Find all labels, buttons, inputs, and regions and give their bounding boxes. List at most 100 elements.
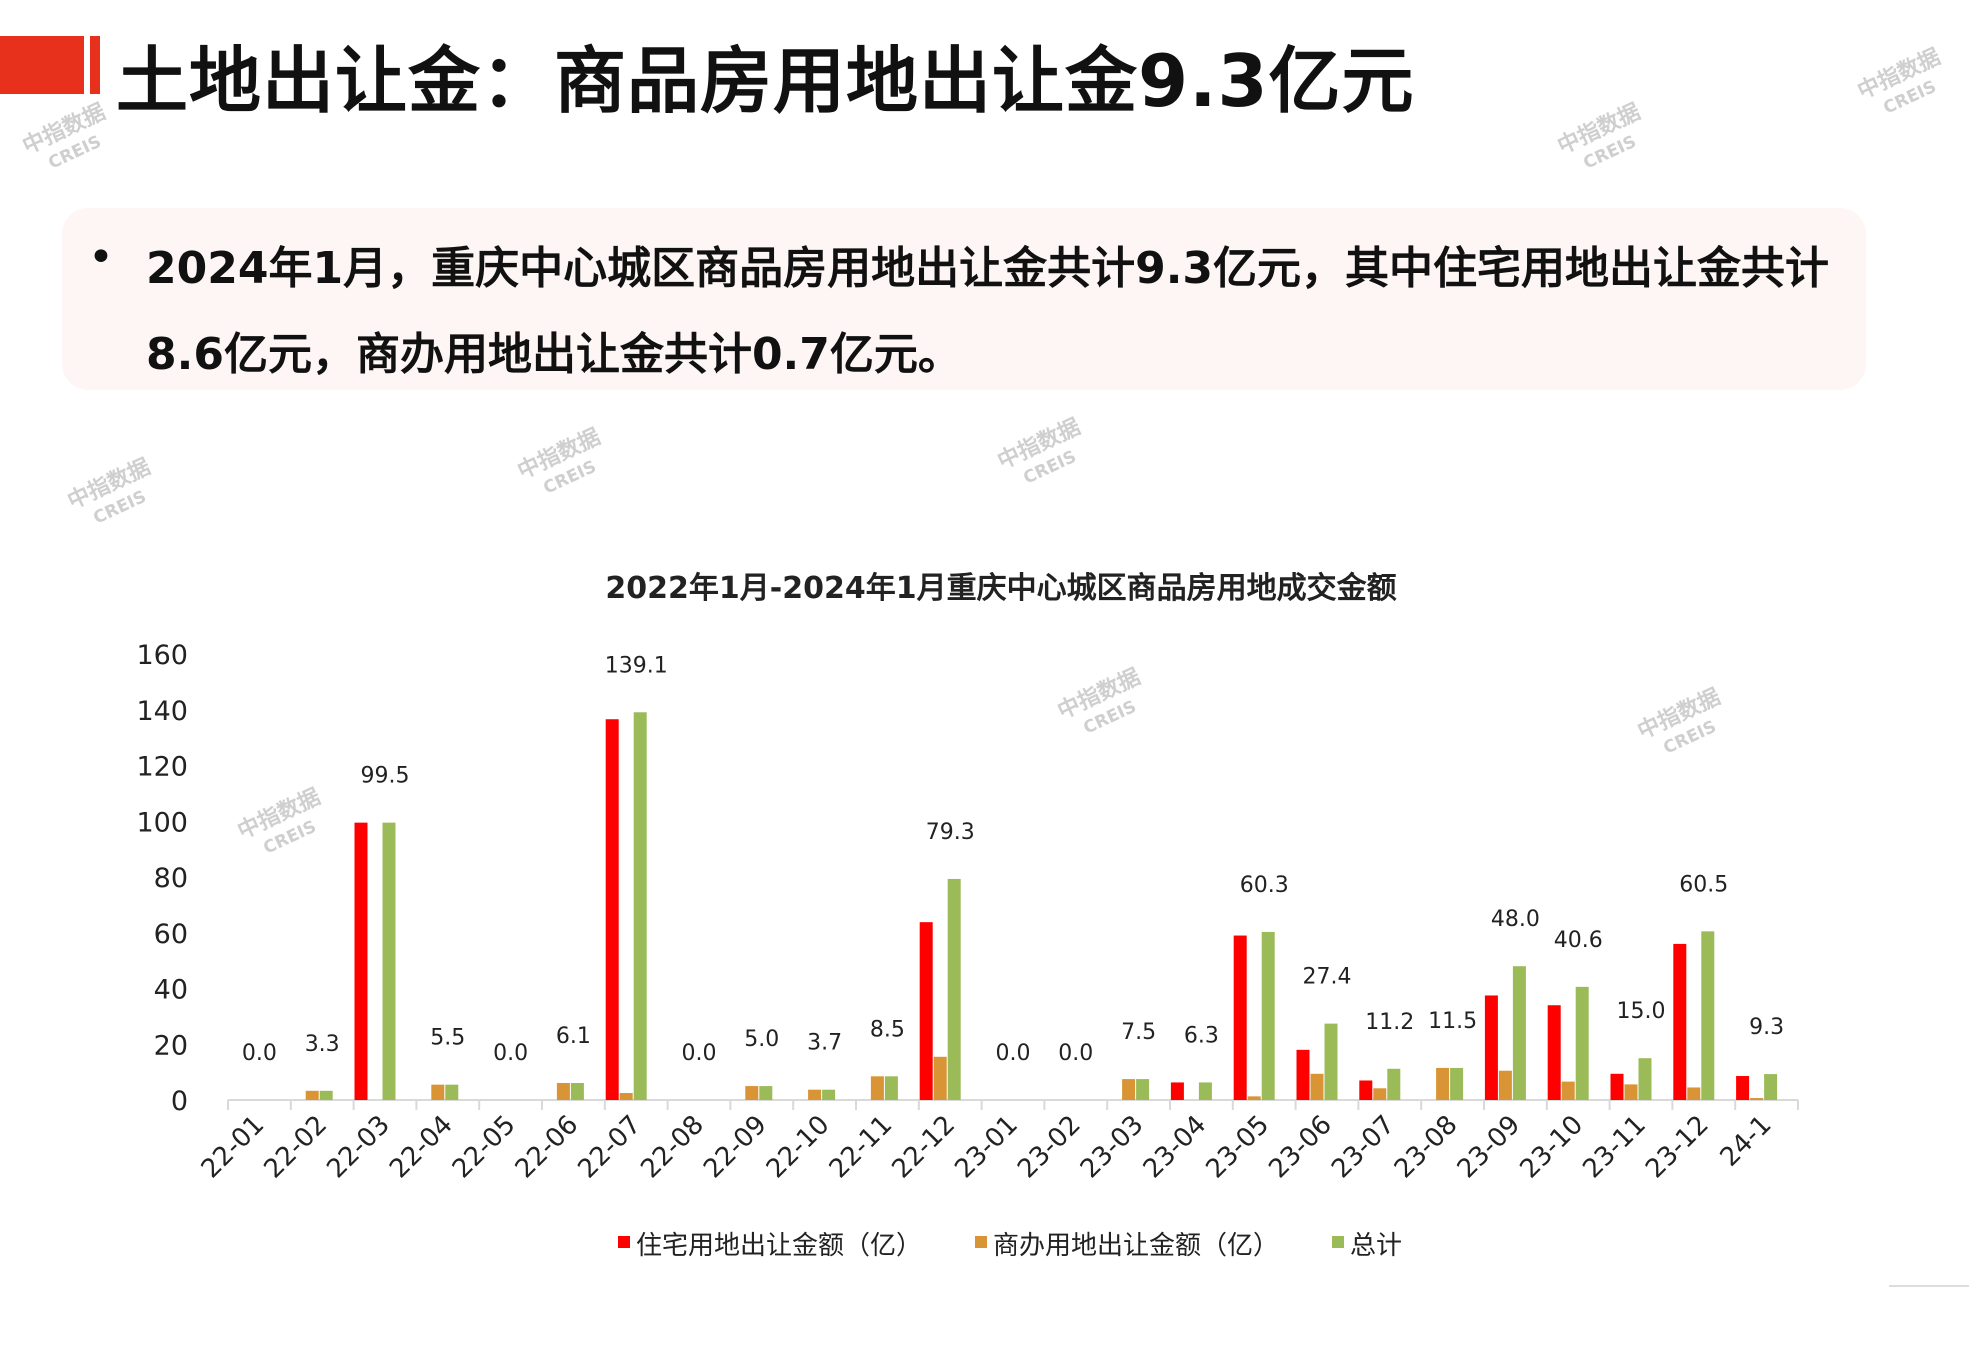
data-label: 6.1 [556,1024,591,1049]
bar-total [382,822,396,1100]
x-tick-label: 22-09 [698,1110,773,1185]
legend-label: 商办用地出让金额（亿） [993,1231,1279,1261]
bar-commercial [1310,1073,1324,1100]
summary-text: 2024年1月，重庆中心城区商品房用地出让金共计9.3亿元，其中住宅用地出让金共… [146,243,1830,380]
data-label: 40.6 [1554,928,1603,953]
bar-residential [1170,1082,1184,1100]
data-label: 0.0 [682,1041,717,1066]
y-tick-label: 20 [154,1030,188,1061]
legend-swatch [1332,1236,1344,1248]
bar-residential [1359,1080,1373,1100]
x-tick-label: 23-10 [1515,1110,1590,1185]
y-tick-label: 140 [136,696,188,727]
data-label: 0.0 [996,1041,1031,1066]
x-tick-label: 23-03 [1075,1110,1150,1185]
y-tick-label: 40 [154,975,188,1006]
x-tick-label: 22-08 [635,1110,710,1185]
y-tick-label: 160 [136,640,188,671]
x-tick-label: 23-12 [1640,1110,1715,1185]
x-tick-label: 23-04 [1138,1110,1213,1185]
data-label: 3.7 [807,1031,842,1056]
x-tick-label: 22-02 [259,1110,334,1185]
x-tick-label: 22-12 [887,1110,962,1185]
bar-commercial [1373,1088,1387,1100]
data-label: 5.0 [744,1027,779,1052]
x-tick-label: 22-11 [824,1110,899,1185]
data-label: 0.0 [242,1041,277,1066]
bar-commercial [870,1076,884,1100]
data-label: 60.5 [1679,872,1728,897]
bar-total [947,878,961,1100]
bar-commercial [1687,1087,1701,1100]
bar-residential [1736,1076,1750,1100]
data-label: 99.5 [361,764,410,789]
bar-residential [919,922,933,1100]
bar-residential [354,822,368,1100]
y-tick-label: 60 [154,919,188,950]
x-tick-label: 22-06 [510,1110,585,1185]
bar-commercial [619,1093,633,1100]
bar-commercial [305,1090,319,1100]
x-tick-label: 22-03 [321,1110,396,1185]
data-label: 0.0 [493,1041,528,1066]
bar-commercial [1247,1096,1261,1100]
x-tick-label: 23-05 [1201,1110,1276,1185]
bar-commercial [1750,1098,1764,1100]
bar-total [445,1084,459,1100]
bar-total [759,1086,773,1100]
bar-commercial [1561,1081,1575,1100]
bar-commercial [1624,1084,1638,1100]
x-tick-label: 23-09 [1452,1110,1527,1185]
bar-total [1324,1023,1338,1100]
x-tick-label: 22-04 [384,1110,459,1185]
bar-total [1198,1082,1212,1100]
x-tick-label: 22-05 [447,1110,522,1185]
bar-total [1387,1068,1401,1100]
data-label: 15.0 [1617,999,1666,1024]
page-title: 土地出让金：商品房用地出让金9.3亿元 [116,39,1415,123]
legend-label: 总计 [1350,1231,1402,1261]
bar-commercial [1436,1067,1450,1100]
x-tick-label: 22-10 [761,1110,836,1185]
chart-title: 2022年1月-2024年1月重庆中心城区商品房用地成交金额 [605,571,1396,606]
data-label: 27.4 [1303,965,1352,990]
bar-total [1136,1079,1150,1100]
y-tick-label: 80 [154,863,188,894]
y-tick-label: 0 [171,1086,188,1117]
data-label: 139.1 [605,653,668,678]
data-label: 6.3 [1184,1023,1219,1048]
bar-total [1261,931,1275,1100]
bar-total [884,1076,898,1100]
y-tick-label: 120 [136,752,188,783]
x-tick-label: 23-11 [1577,1110,1652,1185]
y-tick-label: 100 [136,807,188,838]
bar-total [822,1089,836,1100]
bar-total [570,1082,584,1100]
x-tick-label: 24-1 [1715,1110,1778,1173]
x-tick-label: 23-07 [1326,1110,1401,1185]
bar-total [1638,1058,1652,1100]
bar-commercial [556,1082,570,1100]
bar-commercial [431,1084,445,1100]
data-label: 9.3 [1749,1015,1784,1040]
x-tick-label: 23-01 [949,1110,1024,1185]
bar-total [319,1090,333,1100]
title-accent-bar [0,36,84,94]
x-tick-label: 22-01 [196,1110,271,1185]
bar-total [633,712,647,1100]
data-label: 7.5 [1121,1020,1156,1045]
data-label: 48.0 [1491,907,1540,932]
bar-total [1512,966,1526,1100]
bar-residential [1484,995,1498,1100]
data-label: 11.2 [1365,1010,1414,1035]
data-label: 60.3 [1240,873,1289,898]
bar-total [1764,1074,1778,1100]
bar-residential [1547,1005,1561,1100]
data-label: 79.3 [926,820,975,845]
divider-line [1889,1285,1969,1287]
x-tick-label: 22-07 [573,1110,648,1185]
legend-swatch [975,1236,987,1248]
bar-commercial [1122,1079,1136,1100]
bar-residential [1233,935,1247,1100]
